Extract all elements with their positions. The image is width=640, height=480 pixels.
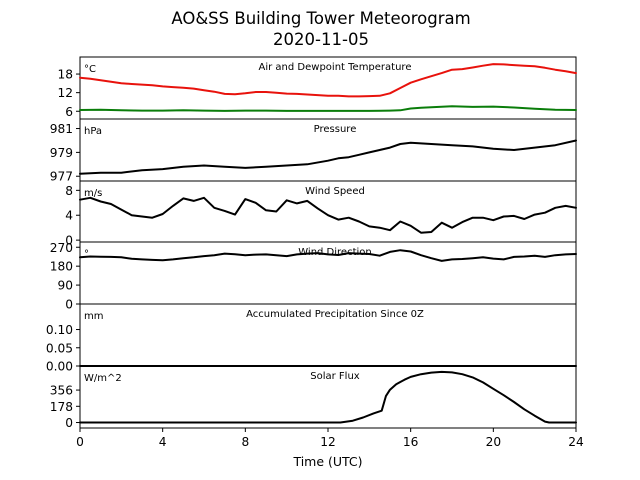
panel-1-series-1: [79, 63, 577, 98]
x-tick-label: 20: [486, 435, 502, 449]
y-tick-label: 8: [65, 184, 73, 198]
time-axis: 0 4 8 12 16 20 24: [76, 428, 584, 449]
figure-date: 2020-11-05: [273, 30, 369, 49]
panel-3: Wind Speed m/s 0 4 8: [65, 180, 577, 248]
y-tick-label: 356: [50, 384, 73, 398]
y-tick-label: 90: [57, 279, 73, 293]
panel-2: Pressure hPa 977 979 981: [50, 118, 577, 184]
panel-unit-label: °: [84, 249, 89, 260]
panel-unit-label: W/m^2: [84, 373, 122, 384]
y-tick-label: 0.10: [46, 323, 73, 337]
x-tick-label: 12: [320, 435, 336, 449]
panel-title: Air and Dewpoint Temperature: [259, 62, 412, 73]
y-tick-label: 0: [65, 416, 73, 430]
panel-title: Wind Speed: [305, 186, 365, 197]
panel-1: Air and Dewpoint Temperature °C 6 12 18: [57, 56, 577, 120]
panel-title: Pressure: [314, 124, 357, 135]
y-tick-label: 0.00: [46, 360, 73, 374]
panel-4-series-1: [79, 249, 577, 262]
x-tick-label: 8: [241, 435, 249, 449]
y-tick-label: 977: [50, 170, 73, 184]
panel-unit-label: hPa: [84, 126, 102, 137]
y-tick-label: 180: [50, 260, 73, 274]
panel-title: Wind Direction: [298, 247, 372, 258]
panel-title: Solar Flux: [310, 371, 360, 382]
panel-unit-label: m/s: [84, 188, 102, 199]
panel-title: Accumulated Precipitation Since 0Z: [246, 309, 424, 320]
y-tick-label: 0: [65, 298, 73, 312]
time-axis-label: Time (UTC): [292, 454, 362, 469]
panel-5: Accumulated Precipitation Since 0Z mm 0.00…: [46, 303, 577, 374]
panels-group: Air and Dewpoint Temperature °C 6 12 18 Press…: [46, 56, 577, 430]
x-tick-label: 4: [159, 435, 167, 449]
y-tick-label: 12: [57, 86, 73, 100]
y-tick-label: 979: [50, 146, 73, 160]
panel-unit-label: °C: [84, 64, 96, 75]
panel-6-series-1: [79, 370, 577, 424]
panel-unit-label: mm: [84, 311, 103, 322]
y-tick-label: 0: [65, 234, 73, 248]
panel-4: Wind Direction ° 0 90 180 270: [50, 241, 577, 312]
x-tick-label: 16: [403, 435, 419, 449]
y-tick-label: 178: [50, 400, 73, 414]
y-tick-label: 270: [50, 241, 73, 255]
y-tick-label: 0.05: [46, 341, 73, 355]
y-tick-label: 4: [65, 209, 73, 223]
panel-1-series-2: [79, 105, 577, 112]
x-tick-label: 0: [76, 435, 84, 449]
panel-6: Solar Flux W/m^2 0 178 356: [50, 365, 577, 430]
y-tick-label: 981: [50, 122, 73, 136]
panel-2-series-1: [79, 139, 577, 175]
y-tick-label: 6: [65, 105, 73, 119]
x-tick-label: 24: [568, 435, 584, 449]
figure-title: AO&SS Building Tower Meteorogram: [171, 9, 470, 28]
panel-3-series-1: [79, 196, 577, 234]
y-tick-label: 18: [57, 68, 73, 82]
